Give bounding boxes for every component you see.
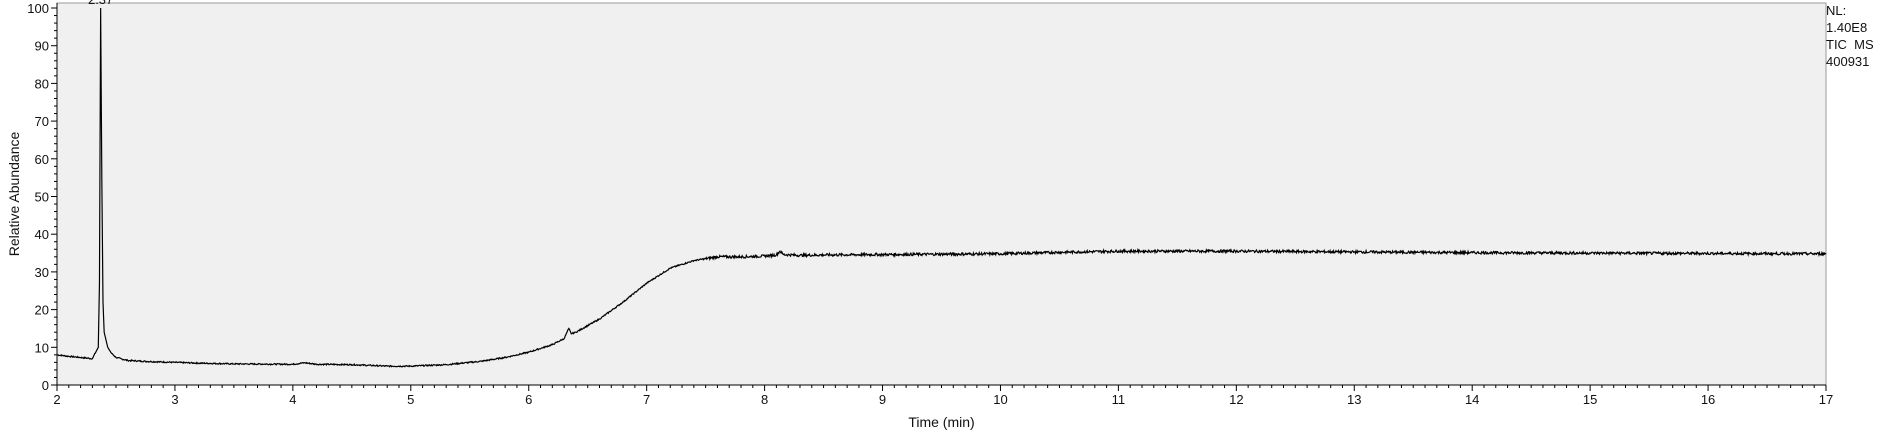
tic-trace-line bbox=[56, 7, 1827, 368]
y-tick-label: 30 bbox=[35, 265, 49, 280]
x-tick-label: 8 bbox=[761, 392, 768, 407]
x-tick-label: 5 bbox=[407, 392, 414, 407]
x-tick-label: 11 bbox=[1112, 392, 1126, 407]
x-tick-label: 9 bbox=[879, 392, 886, 407]
y-tick-label: 50 bbox=[35, 190, 49, 205]
x-tick-label: 16 bbox=[1701, 392, 1715, 407]
x-tick-label: 4 bbox=[289, 392, 296, 407]
x-tick-label: 15 bbox=[1583, 392, 1597, 407]
x-axis-title: Time (min) bbox=[908, 414, 974, 430]
y-tick-label: 70 bbox=[35, 114, 49, 129]
x-tick-label: 12 bbox=[1229, 392, 1243, 407]
x-tick-label: 2 bbox=[53, 392, 60, 407]
x-axis: 2 3 4 5 6 7 8 9 10 11 12 13 14 15 16 17 bbox=[53, 384, 1833, 407]
y-tick-label: 0 bbox=[42, 378, 49, 393]
y-tick-label: 20 bbox=[35, 303, 49, 318]
x-tick-label: 17 bbox=[1819, 392, 1833, 407]
x-tick-label: 10 bbox=[993, 392, 1007, 407]
y-tick-label: 10 bbox=[35, 340, 49, 355]
scan-filter: TIC MS bbox=[1826, 37, 1874, 52]
y-axis: 0 10 20 30 40 50 60 70 80 90 100 bbox=[27, 1, 58, 393]
file-id: 400931 bbox=[1826, 54, 1870, 69]
x-tick-label: 3 bbox=[171, 392, 178, 407]
y-tick-label: 40 bbox=[35, 227, 49, 242]
y-tick-label: 80 bbox=[35, 76, 49, 91]
y-tick-label: 60 bbox=[35, 152, 49, 167]
peak-labels: 2.37 bbox=[88, 0, 113, 7]
plot-area bbox=[56, 2, 1827, 386]
peak-label: 2.37 bbox=[88, 0, 113, 7]
nl-value: 1.40E8 bbox=[1826, 20, 1868, 35]
x-tick-label: 14 bbox=[1465, 392, 1479, 407]
y-tick-label: 90 bbox=[35, 39, 49, 54]
x-tick-label: 6 bbox=[525, 392, 532, 407]
y-axis-title: Relative Abundance bbox=[6, 132, 22, 257]
y-tick-label: 100 bbox=[27, 1, 49, 16]
x-tick-label: 7 bbox=[643, 392, 650, 407]
nl-label: NL: bbox=[1826, 3, 1847, 18]
x-tick-label: 13 bbox=[1347, 392, 1361, 407]
